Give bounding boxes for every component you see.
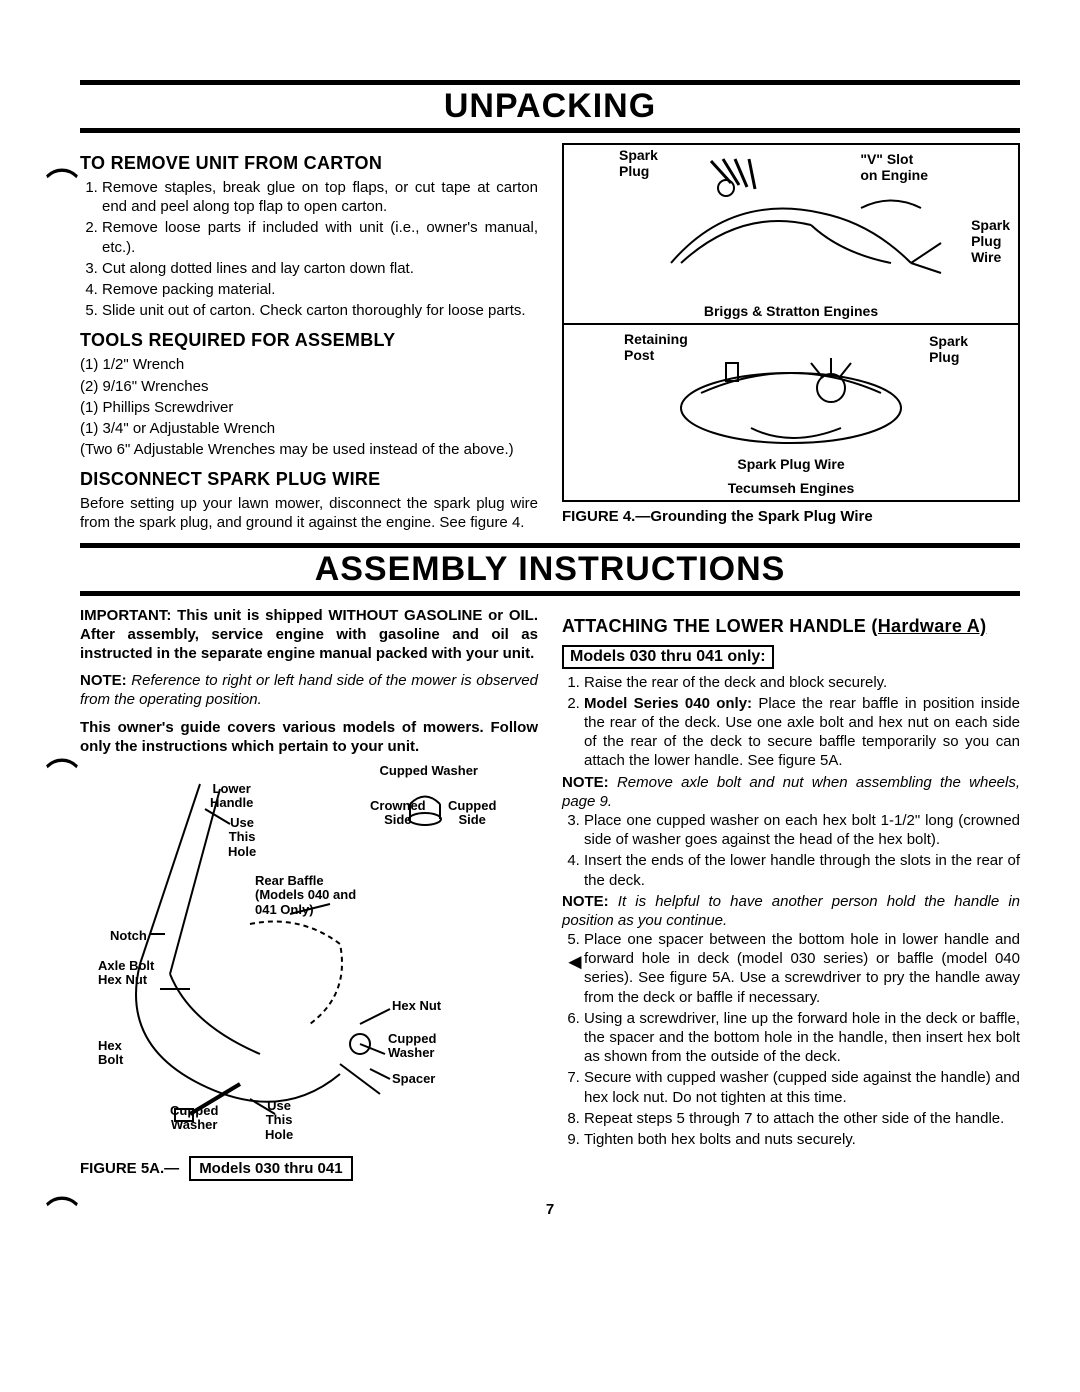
divider: [80, 128, 1020, 133]
list-item: (1) 3/4" or Adjustable Wrench: [80, 419, 538, 438]
label-cupped-washer-top: Cupped Washer: [380, 764, 478, 778]
note-helper: NOTE: It is helpful to have another pers…: [562, 892, 1020, 930]
unpacking-columns: TO REMOVE UNIT FROM CARTON Remove staple…: [80, 143, 1020, 533]
note-label: NOTE:: [80, 672, 127, 689]
list-item: (1) Phillips Screwdriver: [80, 398, 538, 417]
label-hex-nut-r: Hex Nut: [392, 999, 441, 1013]
note-text: Reference to right or left hand side of …: [80, 672, 538, 708]
important-note: IMPORTANT: This unit is shipped WITHOUT …: [80, 606, 538, 664]
scan-artifact-arc: ⌒: [46, 160, 78, 206]
heading-tools: TOOLS REQUIRED FOR ASSEMBLY: [80, 330, 538, 351]
list-item: Model Series 040 only: Place the rear ba…: [584, 694, 1020, 771]
attach-steps-1: Raise the rear of the deck and block sec…: [562, 673, 1020, 771]
note-text: It is helpful to have another person hol…: [562, 893, 1020, 929]
list-item: Slide unit out of carton. Check carton t…: [102, 301, 538, 320]
label-spark-plug-2: Spark Plug: [929, 333, 968, 365]
list-item: Raise the rear of the deck and block sec…: [584, 673, 1020, 692]
label-spark-plug: Spark Plug: [619, 147, 658, 179]
assembly-right: ATTACHING THE LOWER HANDLE (Hardware A) …: [562, 606, 1020, 1181]
section-title-assembly: ASSEMBLY INSTRUCTIONS: [80, 548, 1020, 591]
list-item: Insert the ends of the lower handle thro…: [584, 851, 1020, 889]
label-hex-bolt: Hex Bolt: [98, 1039, 123, 1068]
list-item: Secure with cupped washer (cupped side a…: [584, 1068, 1020, 1106]
figure-5a-caption: FIGURE 5A.— Models 030 thru 041: [80, 1156, 538, 1181]
models-box: Models 030 thru 041 only:: [562, 645, 774, 669]
list-item: Place one cupped washer on each hex bolt…: [584, 811, 1020, 849]
pointer-arrow-icon: ◄: [564, 948, 586, 976]
note-label: NOTE:: [562, 774, 609, 791]
scan-artifact-arc: ⌒: [46, 1188, 78, 1234]
list-item: (2) 9/16" Wrenches: [80, 377, 538, 396]
label-cupped-washer-r: Cupped Washer: [388, 1032, 436, 1061]
label-lower-handle: Lower Handle: [210, 782, 253, 811]
guide-covers-note: This owner's guide covers various models…: [80, 718, 538, 756]
label-spark-plug-wire-2: Spark Plug Wire: [564, 456, 1018, 472]
label-spacer: Spacer: [392, 1072, 435, 1086]
label-crowned-side: Crowned Side: [370, 799, 426, 828]
label-v-slot: "V" Slot on Engine: [860, 151, 928, 183]
list-item: Cut along dotted lines and lay carton do…: [102, 259, 538, 278]
attach-steps-3: ◄ Place one spacer between the bottom ho…: [562, 930, 1020, 1149]
list-item: Remove staples, break glue on top flaps,…: [102, 178, 538, 216]
figure-4-panel-briggs: Spark Plug "V" Slot on Engine Spark Plug…: [564, 145, 1018, 325]
heading-disconnect: DISCONNECT SPARK PLUG WIRE: [80, 469, 538, 490]
figure-5a-diagram: Cupped Washer Lower Handle Use This Hole…: [80, 764, 538, 1154]
heading-attach-prefix: ATTACHING THE LOWER HANDLE: [562, 616, 871, 636]
heading-attach-suffix: (Hardware A): [871, 616, 986, 636]
figure-4-box: Spark Plug "V" Slot on Engine Spark Plug…: [562, 143, 1020, 502]
list-item: Remove loose parts if included with unit…: [102, 218, 538, 256]
remove-carton-list: Remove staples, break glue on top flaps,…: [80, 178, 538, 320]
heading-attach-lower: ATTACHING THE LOWER HANDLE (Hardware A): [562, 616, 1020, 637]
list-item: Using a screwdriver, line up the forward…: [584, 1009, 1020, 1067]
label-axle-bolt-hexnut: Axle BoltHex Nut: [98, 959, 154, 988]
divider: [80, 591, 1020, 596]
note-reference: NOTE: Reference to right or left hand si…: [80, 671, 538, 709]
list-item: Repeat steps 5 through 7 to attach the o…: [584, 1109, 1020, 1128]
note-text: Remove axle bolt and nut when assembling…: [562, 774, 1020, 810]
caption-tecumseh: Tecumseh Engines: [564, 480, 1018, 496]
left-column: TO REMOVE UNIT FROM CARTON Remove staple…: [80, 143, 538, 533]
figure-4-caption: FIGURE 4.—Grounding the Spark Plug Wire: [562, 508, 1020, 525]
label-spark-plug-wire: Spark Plug Wire: [971, 217, 1010, 265]
label-use-this-hole-b: Use This Hole: [265, 1099, 293, 1142]
section-title-unpacking: UNPACKING: [80, 85, 1020, 128]
figure-4-panel-tecumseh: Retaining Post Spark Plug Spark Plug Wir…: [564, 325, 1018, 500]
list-item-text: Place one spacer between the bottom hole…: [584, 931, 1020, 1006]
list-item: ◄ Place one spacer between the bottom ho…: [584, 930, 1020, 1007]
caption-briggs: Briggs & Stratton Engines: [564, 303, 1018, 319]
label-cupped-side: Cupped Side: [448, 799, 496, 828]
figure-5a-prefix: FIGURE 5A.—: [80, 1160, 179, 1177]
tools-list: (1) 1/2" Wrench (2) 9/16" Wrenches (1) P…: [80, 355, 538, 438]
disconnect-text: Before setting up your lawn mower, disco…: [80, 494, 538, 532]
label-retaining-post: Retaining Post: [624, 331, 688, 363]
page-number: 7: [80, 1201, 1020, 1218]
heading-remove-carton: TO REMOVE UNIT FROM CARTON: [80, 153, 538, 174]
list-item: Remove packing material.: [102, 280, 538, 299]
list-item: (1) 1/2" Wrench: [80, 355, 538, 374]
note-label: NOTE:: [562, 893, 609, 910]
figure-5a-models-box: Models 030 thru 041: [189, 1156, 352, 1181]
scan-artifact-arc: ⌒: [46, 750, 78, 796]
label-cupped-washer-b: Cupped Washer: [170, 1104, 218, 1133]
note-remove-axle: NOTE: Remove axle bolt and nut when asse…: [562, 773, 1020, 811]
label-rear-baffle: Rear Baffle (Models 040 and 041 Only): [255, 874, 356, 917]
label-notch: Notch: [110, 929, 147, 943]
assembly-columns: IMPORTANT: This unit is shipped WITHOUT …: [80, 606, 1020, 1181]
list-item: Tighten both hex bolts and nuts securely…: [584, 1130, 1020, 1149]
attach-steps-2: Place one cupped washer on each hex bolt…: [562, 811, 1020, 890]
tools-footnote: (Two 6" Adjustable Wrenches may be used …: [80, 440, 538, 459]
label-use-this-hole: Use This Hole: [228, 816, 256, 859]
assembly-left: IMPORTANT: This unit is shipped WITHOUT …: [80, 606, 538, 1181]
right-column: Spark Plug "V" Slot on Engine Spark Plug…: [562, 143, 1020, 533]
